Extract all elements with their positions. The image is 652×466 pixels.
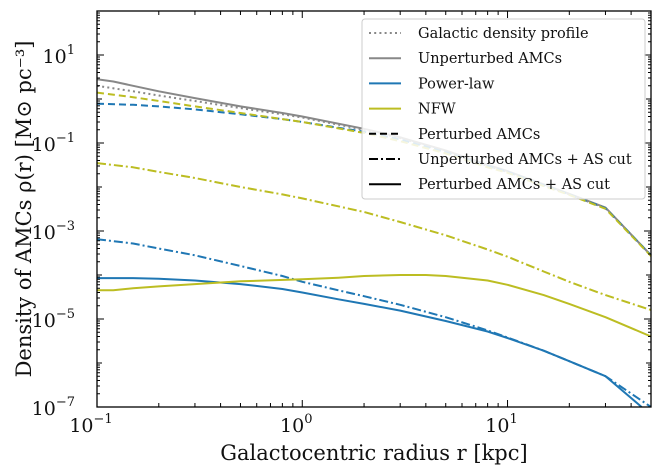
legend-label: Power-law (418, 76, 495, 92)
legend: Galactic density profile Unperturbed AMCs… (361, 18, 646, 200)
x-tick-label: 101 (485, 412, 517, 437)
legend-label: Galactic density profile (418, 26, 589, 42)
legend-entries: Galactic density profile Unperturbed AMCs… (369, 26, 632, 193)
tick-labels: 10−1 100 101 10−7 10−5 10−3 10−1 101 (32, 43, 518, 437)
legend-label: Perturbed AMCs (418, 127, 540, 143)
y-tick-label: 10−3 (32, 219, 75, 244)
plot-frame (96, 10, 652, 408)
legend-label: Unperturbed AMCs + AS cut (418, 152, 632, 168)
y-axis-label: Density of AMCs ρ(r) [M⊙ pc⁻³] (12, 41, 36, 378)
x-tick-label: 100 (280, 412, 312, 437)
legend-label: NFW (418, 102, 456, 118)
y-tick-label: 10−1 (32, 131, 75, 156)
y-tick-label: 10−7 (32, 395, 75, 420)
legend-box (361, 18, 646, 200)
legend-label: Unperturbed AMCs (418, 51, 562, 67)
series-line-5 (97, 238, 652, 407)
series-line-4 (97, 162, 652, 311)
x-tick-label: 10−1 (69, 412, 112, 437)
series-line-7 (97, 274, 652, 338)
ticks-layer (96, 10, 652, 408)
series-line-6 (97, 277, 643, 407)
legend-label: Perturbed AMCs + AS cut (418, 177, 610, 193)
x-axis-label: Galactocentric radius r [kpc] (220, 441, 527, 465)
y-tick-label: 10−5 (32, 307, 75, 332)
y-tick-label: 101 (43, 43, 75, 68)
